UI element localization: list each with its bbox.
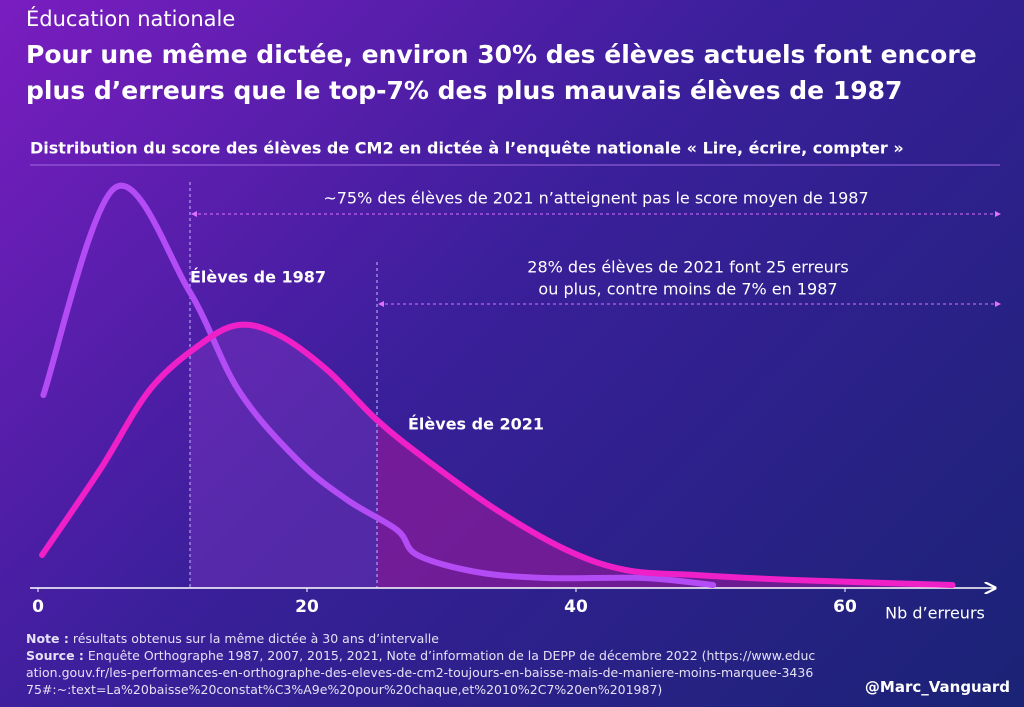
series-label: Élèves de 1987	[190, 268, 326, 287]
shade-area	[377, 420, 953, 588]
series-line	[39, 321, 956, 588]
series-line	[40, 182, 717, 588]
x-tick-label: 20	[295, 597, 319, 617]
x-tick-label: 60	[833, 597, 857, 617]
title: Pour une même dictée, environ 30% des él…	[26, 40, 977, 105]
source-label: Source :	[26, 648, 84, 663]
x-axis-label: Nb d’erreurs	[885, 604, 985, 623]
source: Source : Enquête Orthographe 1987, 2007,…	[26, 647, 816, 698]
note-text: résultats obtenus sur la même dictée à 3…	[72, 631, 439, 646]
source-text: Enquête Orthographe 1987, 2007, 2015, 20…	[26, 648, 816, 697]
series-label: Élèves de 2021	[408, 415, 544, 434]
note-label: Note :	[26, 631, 69, 646]
x-tick-label: 40	[564, 597, 588, 617]
kicker: Éducation nationale	[26, 6, 235, 31]
x-tick-label: 0	[32, 597, 44, 617]
note: Note : résultats obtenus sur la même dic…	[26, 630, 1016, 647]
handle: @Marc_Vanguard	[864, 678, 1010, 696]
annotation: ou plus, contre moins de 7% en 1987	[538, 280, 837, 299]
annotation: 28% des élèves de 2021 font 25 erreurs	[527, 258, 848, 277]
annotation: ~75% des élèves de 2021 n’atteignent pas…	[323, 189, 868, 208]
chart-title: Distribution du score des élèves de CM2 …	[30, 139, 904, 158]
